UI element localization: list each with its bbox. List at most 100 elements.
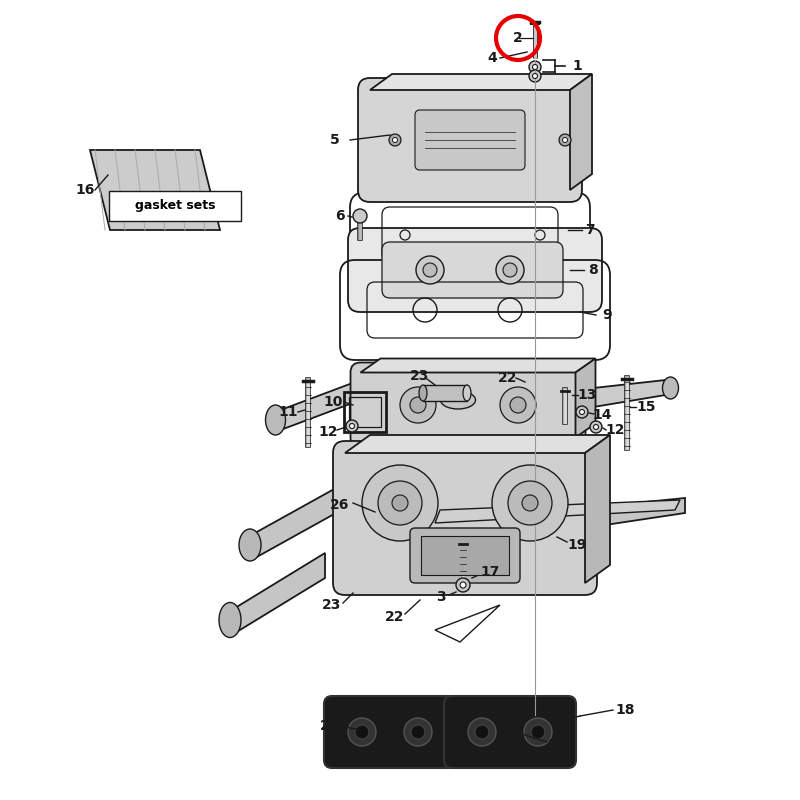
FancyBboxPatch shape: [415, 110, 525, 170]
Bar: [423, 385, 467, 401]
Circle shape: [529, 61, 541, 73]
Circle shape: [410, 397, 426, 413]
Text: 14: 14: [592, 408, 612, 422]
Text: 3: 3: [436, 590, 446, 604]
Circle shape: [594, 425, 598, 430]
Ellipse shape: [266, 405, 286, 435]
FancyBboxPatch shape: [333, 441, 597, 595]
Text: 26: 26: [330, 498, 350, 512]
Circle shape: [524, 718, 552, 746]
Polygon shape: [575, 358, 595, 438]
Text: 7: 7: [585, 223, 595, 237]
Polygon shape: [281, 380, 361, 430]
FancyBboxPatch shape: [444, 696, 576, 768]
FancyBboxPatch shape: [348, 228, 602, 312]
Polygon shape: [345, 435, 610, 453]
Circle shape: [579, 410, 585, 414]
Circle shape: [562, 138, 567, 142]
Text: 17: 17: [480, 565, 500, 579]
Circle shape: [404, 718, 432, 746]
Polygon shape: [370, 74, 592, 90]
Polygon shape: [585, 435, 610, 583]
Circle shape: [510, 397, 526, 413]
Text: 10: 10: [323, 395, 342, 409]
Polygon shape: [235, 553, 325, 633]
Ellipse shape: [662, 377, 678, 399]
Circle shape: [362, 465, 438, 541]
Text: 16: 16: [75, 183, 94, 197]
FancyBboxPatch shape: [350, 362, 586, 447]
Circle shape: [392, 495, 408, 511]
Text: 22: 22: [386, 610, 405, 624]
Polygon shape: [255, 483, 345, 558]
Text: 9: 9: [602, 308, 612, 322]
Polygon shape: [585, 498, 685, 528]
Text: 12: 12: [606, 423, 625, 437]
Text: 25: 25: [320, 719, 340, 733]
Ellipse shape: [219, 602, 241, 638]
Circle shape: [590, 421, 602, 433]
Circle shape: [348, 718, 376, 746]
Circle shape: [400, 387, 436, 423]
Bar: [349, 397, 381, 427]
Circle shape: [389, 134, 401, 146]
FancyBboxPatch shape: [324, 696, 456, 768]
Text: 6: 6: [335, 209, 345, 223]
Circle shape: [533, 65, 538, 70]
Polygon shape: [575, 380, 666, 410]
Circle shape: [346, 420, 358, 432]
Circle shape: [468, 718, 496, 746]
Circle shape: [475, 725, 489, 739]
Text: 24: 24: [548, 738, 568, 752]
Text: 5: 5: [330, 133, 340, 147]
Polygon shape: [90, 150, 220, 230]
Ellipse shape: [239, 529, 261, 561]
Circle shape: [378, 481, 422, 525]
Circle shape: [416, 256, 444, 284]
Text: 19: 19: [567, 538, 586, 552]
Text: 15: 15: [636, 400, 656, 414]
Text: gasket sets: gasket sets: [134, 199, 215, 213]
Polygon shape: [435, 500, 680, 523]
Ellipse shape: [419, 385, 427, 401]
Circle shape: [531, 725, 545, 739]
Text: 11: 11: [278, 405, 298, 419]
Text: 2: 2: [513, 31, 523, 45]
Circle shape: [503, 263, 517, 277]
Circle shape: [355, 725, 369, 739]
Circle shape: [460, 582, 466, 588]
Bar: [344, 392, 386, 432]
Text: 4: 4: [487, 51, 497, 65]
FancyBboxPatch shape: [421, 536, 509, 575]
Text: 8: 8: [588, 263, 598, 277]
Ellipse shape: [441, 391, 475, 409]
Circle shape: [529, 70, 541, 82]
FancyBboxPatch shape: [410, 528, 520, 583]
FancyBboxPatch shape: [358, 78, 582, 202]
Text: 23: 23: [322, 598, 342, 612]
Circle shape: [456, 578, 470, 592]
Text: 23: 23: [410, 369, 430, 383]
Circle shape: [353, 209, 367, 223]
Circle shape: [500, 387, 536, 423]
Text: 12: 12: [318, 425, 338, 439]
Circle shape: [496, 256, 524, 284]
Circle shape: [508, 481, 552, 525]
Ellipse shape: [463, 385, 471, 401]
Text: 18: 18: [615, 703, 634, 717]
Polygon shape: [570, 74, 592, 190]
Text: 13: 13: [578, 388, 597, 402]
Text: 22: 22: [498, 371, 518, 385]
Circle shape: [492, 465, 568, 541]
Polygon shape: [361, 358, 595, 373]
FancyBboxPatch shape: [109, 191, 241, 221]
Circle shape: [533, 74, 538, 78]
Circle shape: [576, 406, 588, 418]
Circle shape: [411, 725, 425, 739]
Text: 1: 1: [572, 59, 582, 73]
FancyBboxPatch shape: [382, 242, 563, 298]
Circle shape: [559, 134, 571, 146]
Circle shape: [522, 495, 538, 511]
Circle shape: [350, 423, 354, 429]
Circle shape: [393, 138, 398, 142]
